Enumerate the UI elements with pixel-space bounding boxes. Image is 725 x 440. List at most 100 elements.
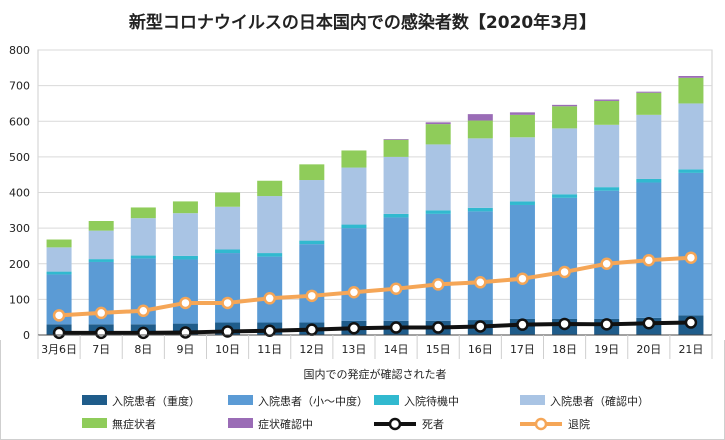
x-tick-label: 21日 [678,343,703,356]
x-tick-label: 8日 [134,343,152,356]
series-marker [263,324,276,337]
series-marker [52,326,66,340]
bar-segment [130,255,156,259]
x-tick-label: 18日 [552,343,577,356]
series-marker [221,296,234,310]
bar-segment [88,230,114,260]
bar-segment [341,150,367,168]
legend-label: 症状確認中 [258,417,313,431]
series-marker [516,318,529,331]
bar-segment [257,180,283,197]
series-marker [431,321,445,334]
legend-swatch [82,395,107,405]
bar-segment [552,104,578,107]
series-marker [600,257,613,270]
legend-label: 無症状者 [112,417,156,431]
bar-segment [552,106,578,129]
y-tick-label: 400 [9,187,30,200]
x-tick-label: 12日 [299,343,324,356]
x-tick-label: 15日 [426,343,451,356]
x-tick-label: 17日 [510,343,535,356]
bar-segment [215,192,241,207]
bar-segment [509,201,535,205]
bar-segment [299,164,325,181]
x-tick-label: 9日 [176,343,194,356]
bar-segment [594,190,620,319]
legend-label: 退院 [568,417,590,431]
bar-segment [299,180,325,241]
bar-segment [678,169,704,173]
series-marker [221,325,234,338]
bar-segment [172,259,198,324]
bar-segment [257,196,283,254]
legend-label: 入院患者（重度） [112,394,200,408]
bar-segment [594,124,620,188]
x-tick-label: 3月6日 [41,343,77,356]
bar-segment [425,144,451,211]
series-marker [600,318,613,331]
series-marker [684,316,698,329]
bar-segment [678,103,704,170]
bar-segment [636,114,662,179]
bar-segment [425,213,451,321]
bar-segment [552,128,578,195]
bar-segment [636,178,662,183]
bar-segment [509,204,535,319]
bar-segment [172,255,198,260]
legend-label: 入院患者（確認中） [550,394,649,408]
bar-segment [215,249,241,254]
x-tick-label: 20日 [636,343,661,356]
bar-segment [636,182,662,318]
bar-segment [130,218,156,256]
chart-title: 新型コロナウイルスの日本国内での感染者数【2020年3月】 [128,13,597,33]
series-marker [431,278,445,291]
series-marker [558,265,571,279]
bar-segment [341,228,367,321]
bar-segment [594,100,620,125]
series-marker [179,296,192,310]
series-marker [52,309,66,322]
x-tick-label: 16日 [468,343,493,356]
series-marker [347,286,361,299]
bar-segment [678,77,704,104]
legend-swatch [374,395,399,405]
y-tick-label: 300 [9,222,30,235]
bar-segment [383,213,409,218]
series-marker [263,292,276,305]
x-axis-label: 国内での発症が確認された者 [304,367,447,381]
series-marker [305,323,319,336]
series-marker [642,316,656,330]
bar-segment [257,256,283,323]
bar-segment [383,217,409,321]
y-tick-label: 100 [9,293,30,306]
series-marker [684,251,698,264]
bar-segment [299,244,325,323]
series-marker [558,317,571,331]
bar-segment [678,76,704,78]
bar-segment [594,99,620,101]
legend-swatch [520,395,545,405]
bar-segment [172,201,198,214]
bar-segment [425,124,451,145]
bar-segment [425,210,451,214]
series-marker [516,272,529,285]
series-marker [179,326,192,339]
bar-segment [46,239,72,248]
legend-marker-swatch [534,417,548,431]
bar-segment [299,240,325,245]
legend-label: 入院待機中 [404,394,459,408]
bar-segment [636,92,662,115]
series-line [58,255,692,318]
bar-segment [172,213,198,256]
bar-segment [130,207,156,219]
series-marker [389,282,403,295]
bar-segment [88,259,114,262]
series-marker [305,289,319,303]
legend-swatch [82,418,107,428]
bar-segment [257,253,283,257]
legend-marker-swatch [388,417,402,431]
series-line [59,320,691,335]
x-tick-label: 10日 [215,343,240,356]
bar-segment [509,137,535,202]
